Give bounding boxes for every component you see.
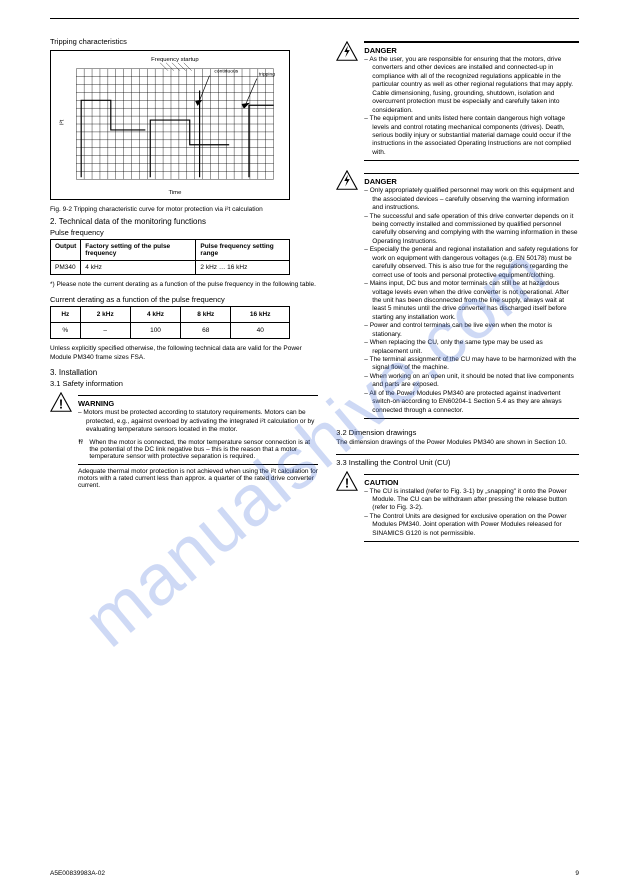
tripping-chart: Frequency startup I²t Time continuous tr… xyxy=(50,50,290,200)
svg-text:Time: Time xyxy=(168,190,182,196)
caution-title: CAUTION xyxy=(364,478,579,487)
th: Output xyxy=(51,240,81,261)
tool-icon xyxy=(78,439,83,446)
danger-item: As the user, you are responsible for ens… xyxy=(364,56,579,115)
danger-item: Power and control terminals can be live … xyxy=(364,322,579,339)
h-derate: Current derating as a function of the pu… xyxy=(50,295,318,304)
danger-item: The equipment and units listed here cont… xyxy=(364,115,579,157)
unless-note: Unless explicitly specified otherwise, t… xyxy=(50,345,318,362)
th: Factory setting of the pulse frequency xyxy=(81,240,196,261)
warning-block: ! WARNING Motors must be protected accor… xyxy=(50,392,318,488)
danger-block-2: DANGER Only appropriately qualified pers… xyxy=(336,170,579,422)
td: 68 xyxy=(181,323,231,339)
td: 4 kHz xyxy=(81,261,196,275)
warning-triangle-icon: ! xyxy=(50,392,72,412)
h-33: 3.3 Installing the Control Unit (CU) xyxy=(336,458,579,467)
danger-item: All of the Power Modules PM340 are prote… xyxy=(364,390,579,415)
electric-triangle-icon xyxy=(336,41,358,61)
pulse-note: *) Please note the current derating as a… xyxy=(50,281,318,289)
td: – xyxy=(80,323,130,339)
caution-item: The CU is installed (refer to Fig. 3-1) … xyxy=(364,488,579,513)
danger-item: When replacing the CU, only the same typ… xyxy=(364,339,579,356)
th: Hz xyxy=(51,307,81,323)
danger-item: Only appropriately qualified personnel m… xyxy=(364,187,579,212)
svg-text:!: ! xyxy=(59,397,63,412)
td: % xyxy=(51,323,81,339)
electric-triangle-icon xyxy=(336,170,358,190)
footer: A5E00839983A-02 9 xyxy=(50,870,579,877)
svg-text:!: ! xyxy=(345,475,349,490)
h-tech: 2. Technical data of the monitoring func… xyxy=(50,217,318,226)
p-32: The dimension drawings of the Power Modu… xyxy=(336,439,579,447)
caution-item: The Control Units are designed for exclu… xyxy=(364,513,579,538)
danger-block-1: DANGER As the user, you are responsible … xyxy=(336,41,579,164)
svg-text:I²t: I²t xyxy=(59,119,65,125)
chart-heading: Tripping characteristics xyxy=(50,37,318,46)
td: 40 xyxy=(231,323,290,339)
svg-text:continuous: continuous xyxy=(214,69,238,75)
th: 16 kHz xyxy=(231,307,290,323)
h-safety: 3.1 Safety information xyxy=(50,379,318,388)
th: 2 kHz xyxy=(80,307,130,323)
td: 2 kHz … 16 kHz xyxy=(196,261,290,275)
th: Pulse frequency setting range xyxy=(196,240,290,261)
top-rule xyxy=(50,18,579,19)
right-column: DANGER As the user, you are responsible … xyxy=(336,37,579,551)
th: 4 kHz xyxy=(130,307,180,323)
pulse-table: Output Factory setting of the pulse freq… xyxy=(50,239,290,275)
derate-table: Hz 2 kHz 4 kHz 8 kHz 16 kHz % – 100 68 4… xyxy=(50,306,290,339)
danger-item: When working on an open unit, it should … xyxy=(364,373,579,390)
fig-caption: Fig. 9-2 Tripping characteristic curve f… xyxy=(50,206,318,213)
svg-text:tripping: tripping xyxy=(259,72,275,78)
warning-triangle-icon: ! xyxy=(336,471,358,491)
warn-title: WARNING xyxy=(78,399,318,408)
td: 100 xyxy=(130,323,180,339)
left-column: Tripping characteristics xyxy=(50,37,318,551)
h-install: 3. Installation xyxy=(50,368,318,377)
danger-title: DANGER xyxy=(364,46,579,55)
h-pulse: Pulse frequency xyxy=(50,228,318,237)
h-32: 3.2 Dimension drawings xyxy=(336,428,579,437)
footer-right: 9 xyxy=(575,870,579,877)
footer-left: A5E00839983A-02 xyxy=(50,870,105,877)
danger-title: DANGER xyxy=(364,177,579,186)
warn-tool-note: Adequate thermal motor protection is not… xyxy=(78,468,318,489)
chart-title-text: Frequency startup xyxy=(151,57,199,63)
th: 8 kHz xyxy=(181,307,231,323)
danger-item: The terminal assignment of the CU may ha… xyxy=(364,356,579,373)
td: PM340 xyxy=(51,261,81,275)
warn-item: Motors must be protected according to st… xyxy=(78,409,318,434)
danger-item: Mains input, DC bus and motor terminals … xyxy=(364,280,579,322)
danger-item: Especially the general and regional inst… xyxy=(364,246,579,280)
danger-item: The successful and safe operation of thi… xyxy=(364,213,579,247)
warn-note: When the motor is connected, the motor t… xyxy=(89,439,318,460)
caution-block: ! CAUTION The CU is installed (refer to … xyxy=(336,471,579,546)
